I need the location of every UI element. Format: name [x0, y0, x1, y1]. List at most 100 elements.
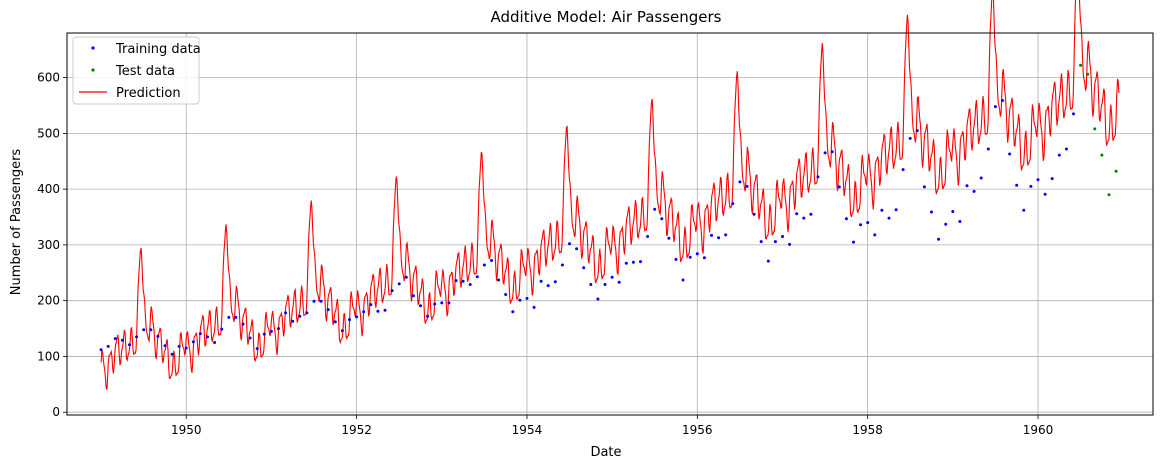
- training-point: [738, 180, 742, 184]
- training-point: [340, 329, 344, 333]
- training-point: [1072, 112, 1075, 116]
- training-point: [575, 247, 579, 251]
- training-point: [809, 212, 813, 216]
- training-point: [291, 319, 295, 323]
- training-point: [837, 185, 841, 189]
- plot-area: [99, 0, 1120, 390]
- training-point: [198, 332, 202, 336]
- training-point: [568, 242, 571, 246]
- y-tick-label: 100: [37, 349, 60, 363]
- training-point: [298, 314, 302, 318]
- training-point: [717, 236, 721, 240]
- training-point: [731, 202, 735, 206]
- training-point: [674, 257, 678, 261]
- training-point: [788, 242, 792, 246]
- training-point: [490, 259, 493, 262]
- training-point: [355, 315, 359, 319]
- axes: 1950 1952 1954 1956 1958 1960 0 100 200 300 400 500…: [37, 71, 1053, 437]
- training-point: [504, 293, 508, 296]
- test-point: [1107, 193, 1111, 197]
- grid: [67, 33, 1153, 415]
- training-point: [695, 252, 699, 256]
- training-point: [646, 235, 650, 238]
- test-point: [1093, 127, 1097, 131]
- training-point: [1036, 178, 1040, 182]
- training-point: [795, 212, 799, 216]
- training-point: [951, 210, 955, 213]
- training-point: [518, 298, 522, 302]
- training-point: [1057, 153, 1061, 157]
- training-point: [560, 263, 564, 267]
- training-point: [213, 341, 217, 344]
- x-tick-label: 1956: [682, 423, 713, 437]
- training-point: [362, 310, 366, 314]
- training-point: [468, 283, 472, 286]
- training-point: [972, 189, 976, 193]
- training-point: [816, 175, 820, 179]
- training-point: [255, 347, 259, 351]
- training-point: [610, 275, 614, 279]
- training-point: [603, 283, 607, 286]
- training-point: [206, 335, 209, 339]
- training-point: [454, 279, 458, 283]
- training-point: [553, 280, 557, 284]
- training-point: [163, 344, 167, 348]
- training-point: [1008, 152, 1012, 156]
- training-point: [369, 303, 373, 307]
- training-point: [766, 259, 770, 263]
- training-point: [582, 266, 586, 270]
- training-point: [284, 311, 288, 315]
- training-point: [901, 168, 905, 172]
- training-point: [539, 279, 543, 283]
- y-tick-label: 200: [37, 294, 60, 308]
- training-point: [624, 261, 628, 265]
- x-tick-label: 1960: [1023, 423, 1054, 437]
- training-point: [773, 240, 777, 244]
- training-point: [844, 217, 848, 221]
- training-point: [1064, 147, 1068, 151]
- training-point: [128, 343, 131, 347]
- training-point: [702, 256, 706, 260]
- training-point: [99, 348, 103, 352]
- training-point: [660, 217, 664, 221]
- training-point: [113, 337, 117, 341]
- training-point: [866, 221, 870, 225]
- training-point: [248, 336, 252, 340]
- training-point: [965, 184, 969, 188]
- training-point: [823, 151, 827, 155]
- training-point: [688, 255, 692, 259]
- training-point: [681, 278, 685, 282]
- test-point: [1086, 72, 1090, 76]
- training-point: [383, 308, 387, 312]
- training-point: [184, 346, 188, 350]
- training-point: [411, 294, 415, 298]
- training-point: [724, 233, 728, 237]
- training-point: [277, 327, 280, 331]
- training-point: [419, 304, 422, 308]
- training-point: [170, 352, 174, 356]
- training-point: [802, 216, 806, 220]
- prediction-line: [100, 0, 1120, 390]
- y-tick-label: 300: [37, 238, 60, 252]
- training-point: [106, 344, 110, 348]
- training-point: [142, 328, 146, 332]
- training-point: [461, 279, 465, 283]
- training-point: [475, 275, 479, 279]
- training-point: [404, 275, 408, 279]
- training-point: [482, 263, 486, 267]
- training-point: [710, 233, 713, 237]
- training-point: [241, 322, 245, 326]
- training-point: [639, 260, 642, 264]
- training-point: [873, 233, 877, 237]
- training-point: [532, 305, 536, 309]
- training-point: [745, 184, 749, 188]
- y-tick-label: 500: [37, 126, 60, 140]
- training-point: [525, 296, 529, 300]
- training-point: [1022, 208, 1026, 212]
- training-point: [120, 338, 124, 342]
- training-point: [589, 283, 593, 286]
- plot-frame: [66, 32, 1154, 416]
- legend-test-label: Test data: [115, 64, 175, 79]
